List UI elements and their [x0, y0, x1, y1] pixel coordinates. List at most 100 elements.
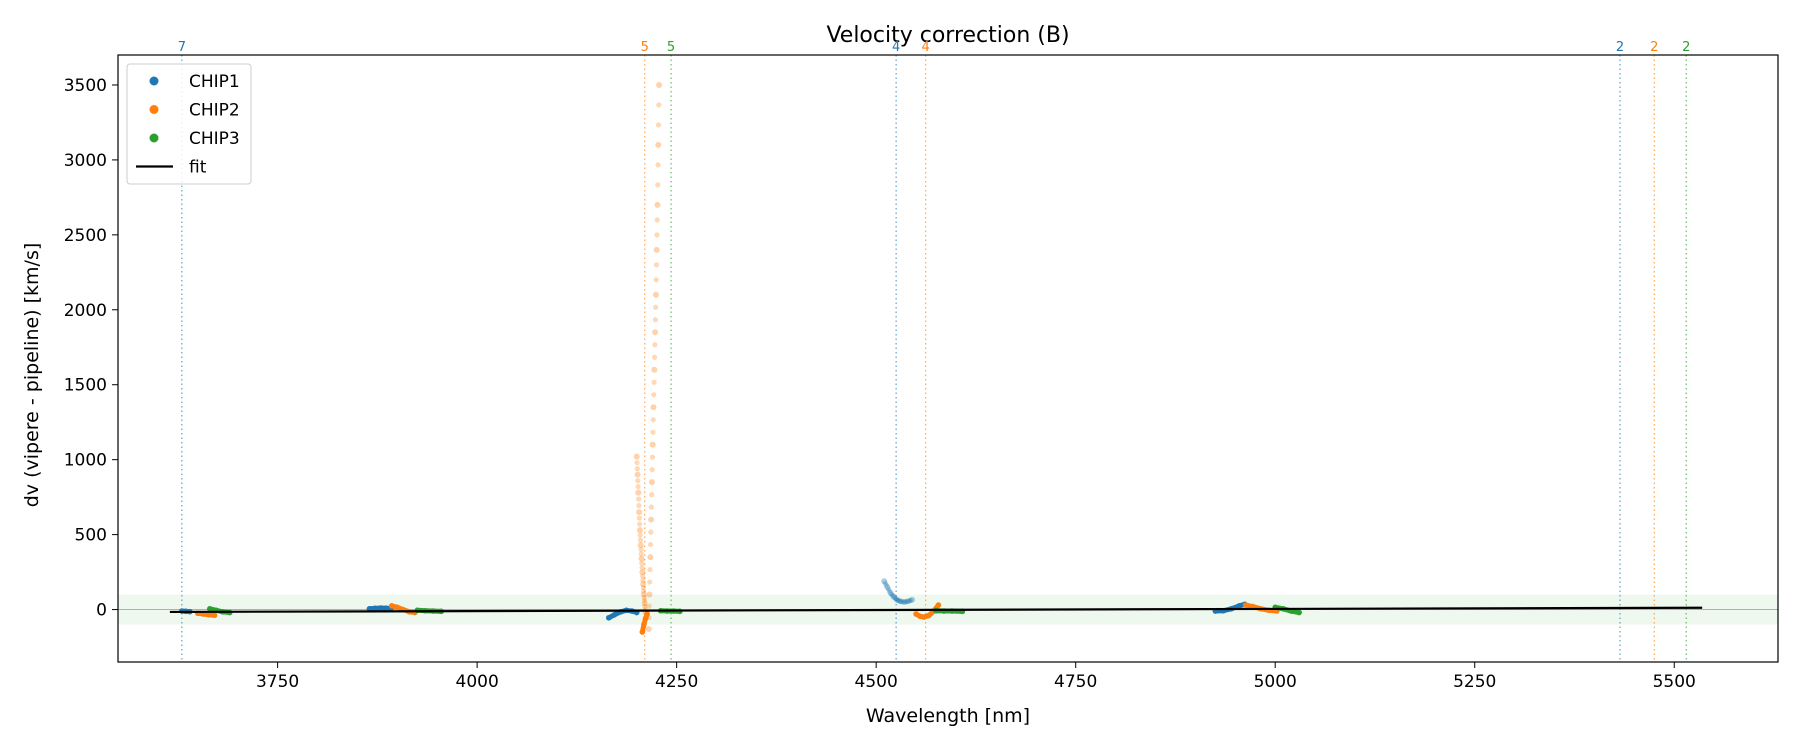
faded-data-point: [638, 551, 644, 557]
faded-data-point: [634, 471, 641, 478]
faded-data-point: [897, 598, 904, 605]
faded-data-point: [635, 478, 641, 484]
faded-data-point: [895, 597, 901, 603]
data-point: [1236, 602, 1243, 609]
faded-data-point: [890, 593, 897, 600]
faded-data-point: [637, 542, 644, 549]
faded-data-point: [636, 509, 643, 516]
y-tick-label: 2500: [64, 226, 107, 246]
faded-data-point: [640, 573, 646, 579]
faded-data-point: [647, 541, 654, 548]
x-tick-label: 4000: [456, 672, 499, 692]
faded-data-point: [893, 596, 900, 603]
y-tick-label: 0: [96, 601, 107, 621]
data-point: [611, 611, 618, 618]
order-marker-label: 2: [1682, 40, 1690, 55]
faded-data-point: [634, 466, 640, 472]
faded-data-point: [901, 599, 908, 606]
faded-data-point: [886, 588, 893, 594]
faded-data-point: [640, 577, 646, 583]
y-tick-label: 3000: [64, 151, 107, 171]
faded-data-point: [637, 537, 644, 543]
data-point: [641, 621, 647, 628]
legend-marker: [149, 133, 159, 143]
data-point: [394, 604, 401, 611]
faded-data-point: [656, 81, 663, 88]
data-point: [644, 611, 650, 617]
faded-data-point: [647, 554, 654, 561]
faded-data-point: [653, 246, 660, 253]
faded-data-point: [646, 603, 652, 609]
faded-data-point: [882, 580, 888, 586]
faded-data-point: [654, 232, 660, 238]
faded-data-point: [883, 582, 889, 588]
faded-data-point: [652, 317, 658, 323]
faded-data-point: [637, 532, 643, 538]
faded-data-point: [649, 467, 655, 473]
faded-data-point: [642, 603, 648, 610]
faded-data-point: [909, 596, 916, 603]
legend-label: CHIP2: [189, 101, 240, 121]
data-point: [206, 611, 212, 618]
faded-data-point: [653, 277, 659, 283]
x-tick-label: 5500: [1653, 672, 1696, 692]
faded-data-point: [652, 291, 659, 298]
data-segment: [195, 610, 218, 618]
faded-data-point: [885, 586, 892, 592]
faded-data-point: [640, 591, 647, 598]
x-axis-label: Wavelength [nm]: [866, 705, 1030, 727]
x-tick-label: 3750: [256, 672, 299, 692]
faded-data-point: [641, 597, 648, 604]
faded-data-point: [639, 564, 645, 571]
faded-data-point: [651, 366, 658, 373]
data-point: [926, 612, 932, 619]
data-point: [1242, 602, 1249, 608]
faded-data-point: [651, 392, 657, 398]
faded-data-point: [651, 354, 658, 360]
faded-data-point: [889, 591, 895, 597]
data-point: [388, 602, 395, 609]
faded-data-point: [649, 492, 655, 498]
faded-data-point: [884, 584, 891, 591]
order-marker-label: 4: [892, 40, 900, 55]
y-tick-label: 1500: [64, 376, 107, 396]
faded-data-point: [908, 597, 914, 603]
y-tick-label: 1000: [64, 451, 107, 471]
faded-data-point: [641, 594, 647, 601]
faded-data-point: [641, 588, 647, 594]
x-tick-label: 4750: [1054, 672, 1097, 692]
y-tick-label: 3500: [64, 76, 107, 96]
fit-line: [169, 606, 1703, 614]
faded-data-point: [634, 460, 640, 466]
order-marker-label: 4: [922, 40, 930, 55]
axes-frame: [117, 54, 1779, 663]
y-axis-label: dv (vipere - pipeline) [km/s]: [21, 243, 43, 508]
data-point: [211, 612, 218, 619]
faded-data-point: [893, 596, 899, 602]
faded-data-point: [892, 595, 898, 601]
faded-data-point: [898, 598, 905, 605]
faded-data-point: [648, 479, 655, 486]
chart-title: Velocity correction (B): [826, 23, 1069, 48]
faded-data-point: [654, 217, 660, 223]
faded-data-point: [645, 626, 652, 633]
data-point: [383, 605, 389, 611]
data-point: [935, 602, 942, 608]
faded-data-point: [900, 599, 906, 605]
faded-data-point: [652, 342, 658, 348]
faded-data-point: [650, 417, 656, 423]
faded-data-point: [646, 591, 653, 598]
data-point: [377, 605, 384, 611]
faded-data-point: [906, 598, 913, 604]
faded-data-point: [654, 201, 661, 208]
faded-data-point: [636, 527, 643, 534]
faded-data-point: [653, 304, 659, 310]
x-tick-label: 5250: [1453, 672, 1496, 692]
faded-data-point: [653, 262, 660, 268]
legend-label: fit: [189, 158, 207, 178]
faded-data-point: [902, 599, 909, 605]
faded-data-point: [655, 162, 661, 168]
data-point: [1296, 609, 1302, 616]
faded-data-point: [640, 584, 647, 591]
